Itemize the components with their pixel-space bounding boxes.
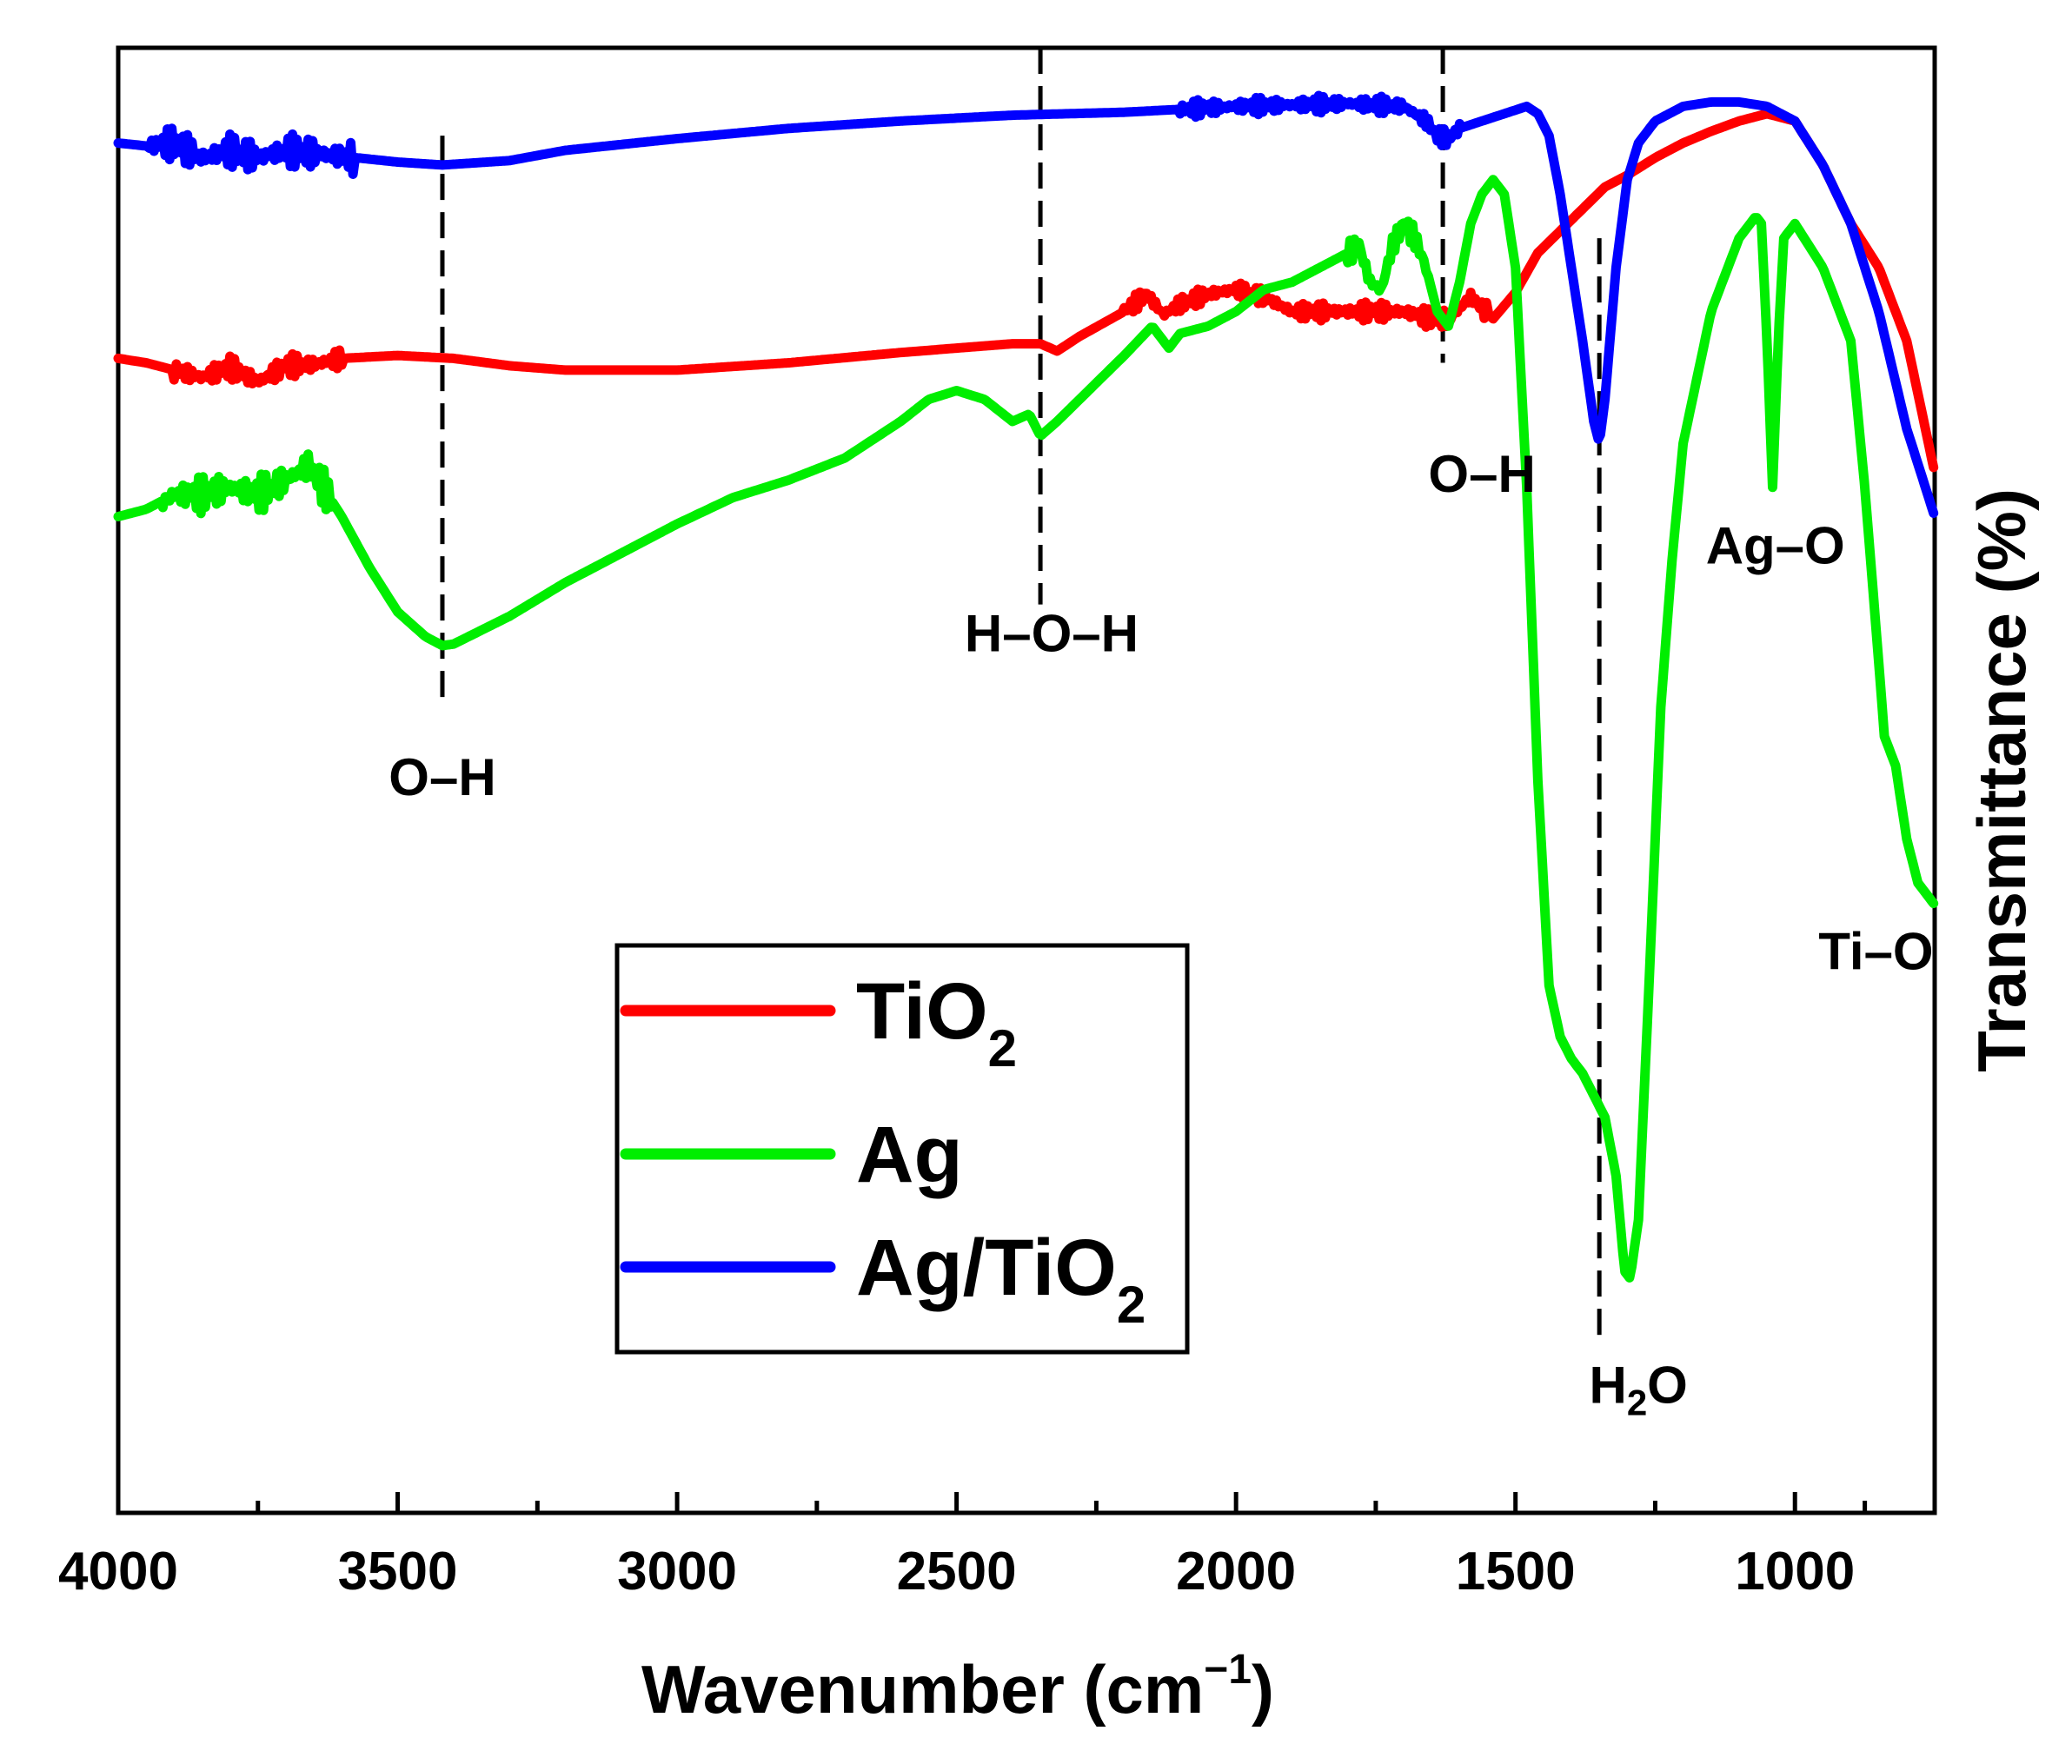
peak-label: Ti–O <box>1818 922 1933 980</box>
x-axis-title-sup: −1 <box>1204 1647 1252 1693</box>
peak-label: O–H <box>388 748 495 806</box>
peak-label: H–O–H <box>965 605 1139 663</box>
legend: TiO2 Ag Ag/TiO2 <box>614 943 1190 1355</box>
x-tick-label: 2000 <box>1176 1542 1296 1602</box>
peak-label: Ag–O <box>1706 516 1845 574</box>
plot-frame <box>116 45 1937 1515</box>
series-line-ag <box>113 175 1939 1283</box>
y-axis-title: Transmittance (%) <box>1963 488 2040 1072</box>
x-tick-label: 1500 <box>1456 1542 1576 1602</box>
peak-annotations: O–H H–O–H O–H Ag–O Ti–O H2O <box>388 445 1933 1423</box>
x-axis-title-close: ) <box>1252 1651 1274 1728</box>
x-tick-label: 4000 <box>58 1542 178 1602</box>
series-layer <box>113 90 1939 1283</box>
legend-label: Ag <box>856 1111 963 1199</box>
legend-label: TiO2 <box>856 967 1017 1078</box>
x-tick-label: 3500 <box>338 1542 458 1602</box>
x-tick-label: 2500 <box>897 1542 1017 1602</box>
reference-lines <box>440 48 1602 1337</box>
x-axis-ticks: 4000 3500 3000 2500 2000 1500 1000 <box>58 1492 1868 1602</box>
x-tick-label: 3000 <box>617 1542 737 1602</box>
peak-label: O–H <box>1428 445 1535 503</box>
series-line-ag-tio2 <box>113 90 1939 518</box>
x-axis-title: Wavenumber (cm−1) <box>641 1647 1274 1728</box>
peak-label: H2O <box>1589 1356 1687 1423</box>
x-axis-title-main: Wavenumber (cm <box>641 1651 1204 1728</box>
legend-label: Ag/TiO2 <box>856 1224 1146 1334</box>
x-tick-label: 1000 <box>1735 1542 1855 1602</box>
